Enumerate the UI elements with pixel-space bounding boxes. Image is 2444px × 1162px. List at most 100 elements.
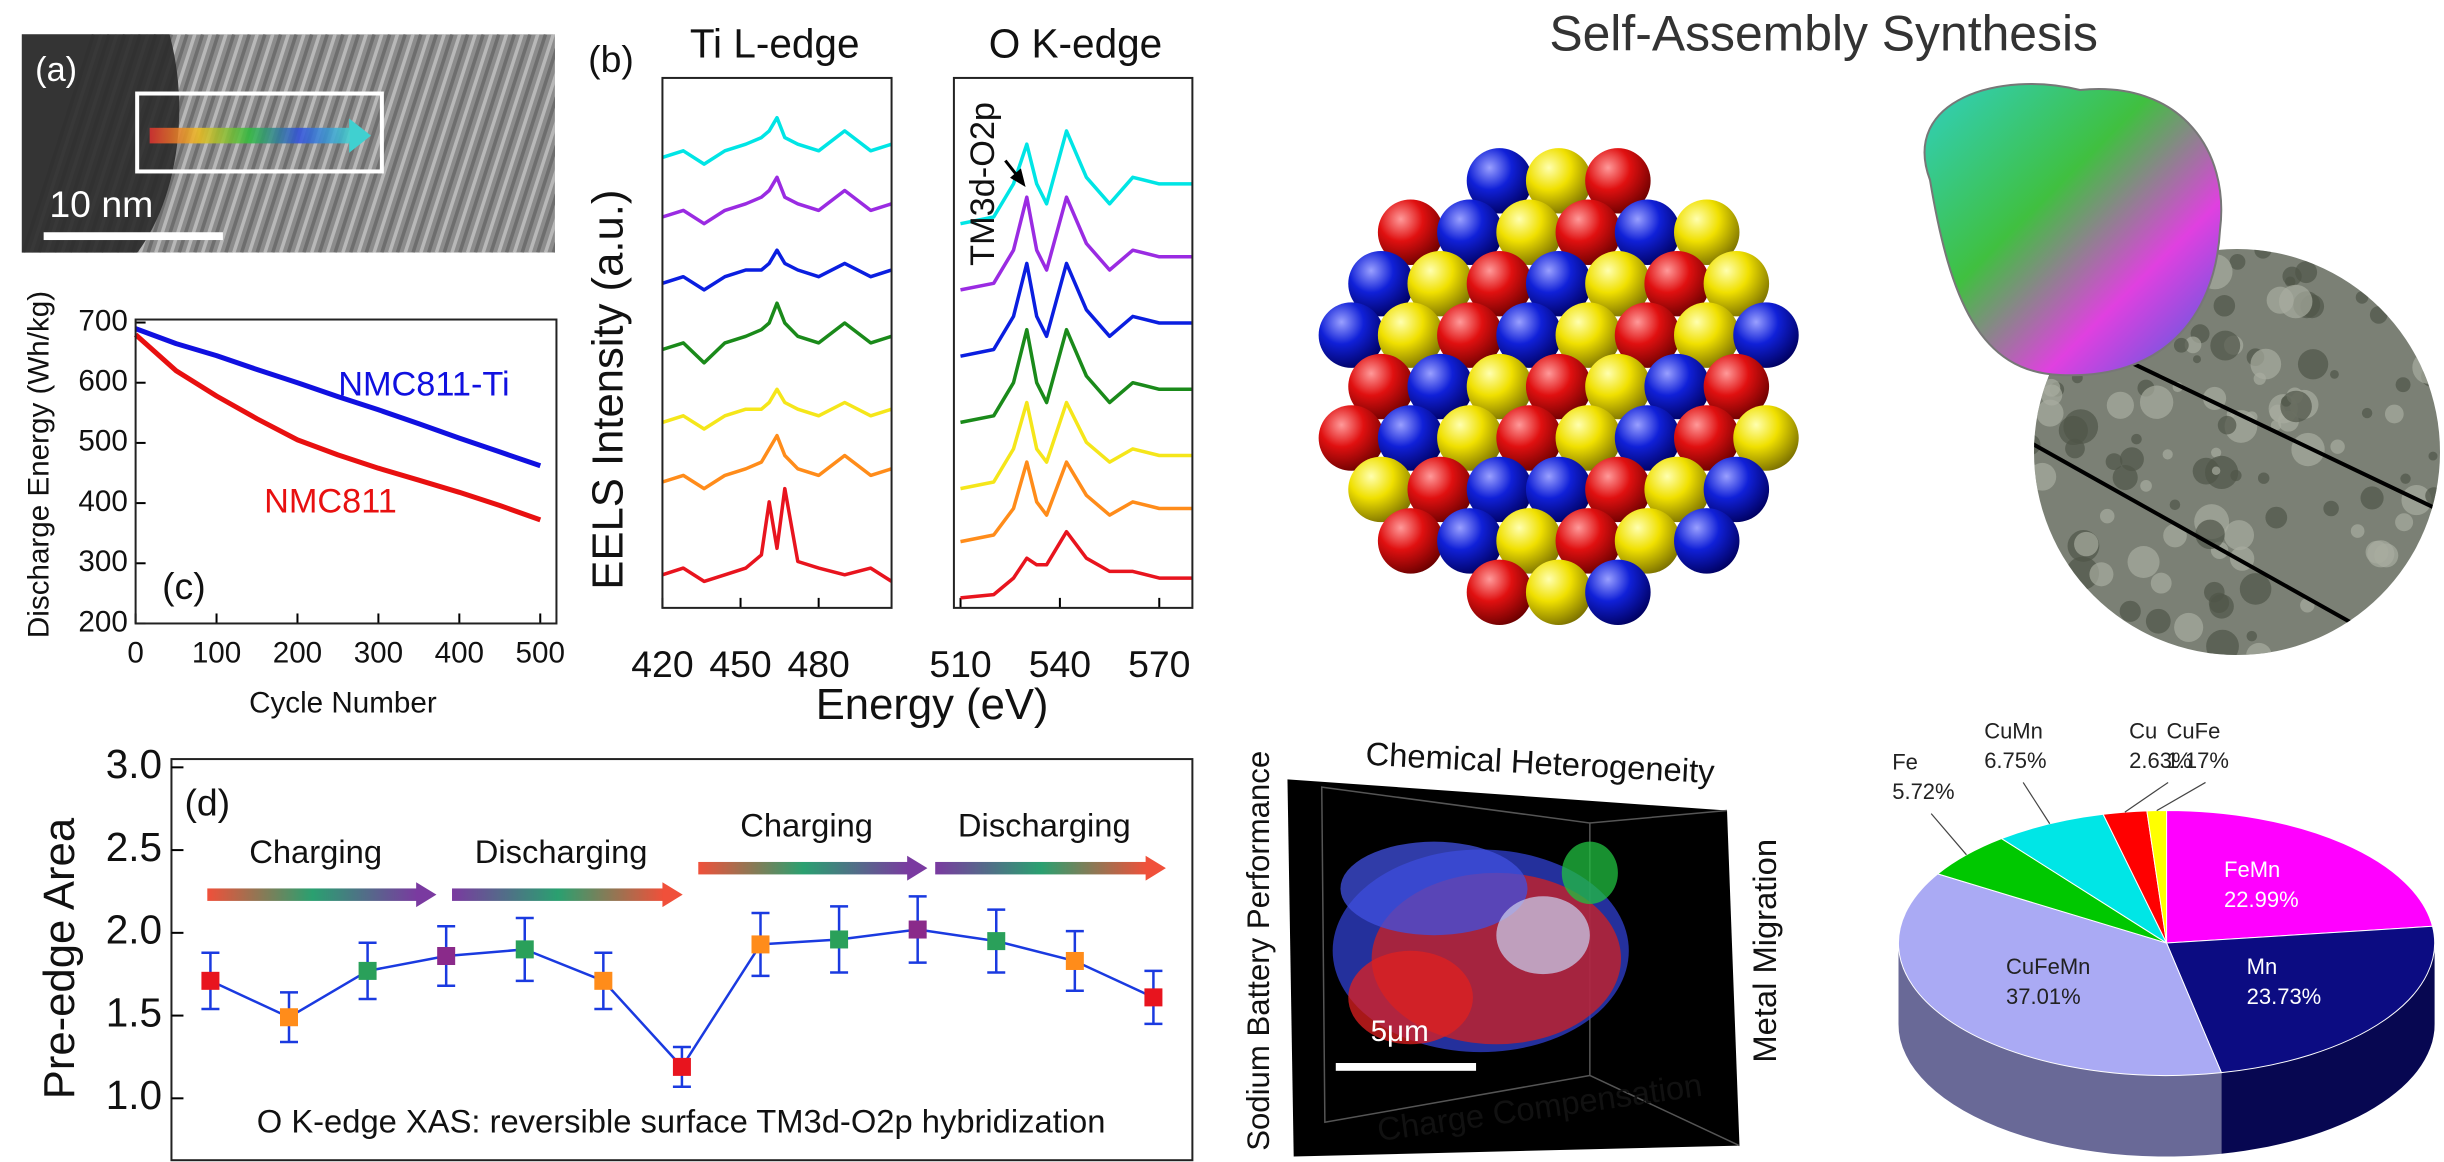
y-axis-label: Discharge Energy (Wh/kg) — [22, 291, 55, 638]
page: {"figure": {"panel_a": "(a)", "scale_a":… — [0, 0, 2444, 1162]
sem-grain — [2258, 472, 2269, 483]
slice-label: Fe — [1892, 750, 1918, 775]
sem-grain — [2206, 630, 2239, 663]
figure: (a)10 nm42045048051054057001002003004005… — [0, 0, 2444, 1162]
slice-label: CuMn — [1984, 718, 2043, 743]
sem-grain — [2330, 439, 2344, 453]
sem-grain — [2205, 456, 2238, 489]
sem-grain — [2174, 613, 2203, 642]
sem-grain — [2028, 463, 2056, 491]
slice-value: 37.01% — [2006, 984, 2081, 1009]
data-point — [359, 962, 377, 980]
sem-grain — [2240, 573, 2272, 605]
sem-grain — [2393, 629, 2412, 648]
panel-label: (c) — [162, 565, 206, 607]
line-series — [662, 250, 891, 290]
figure-title: Self-Assembly Synthesis — [1549, 6, 2098, 62]
sem-grain — [2405, 587, 2434, 616]
sem-grain — [2131, 434, 2142, 445]
line-series — [662, 436, 891, 489]
slice-value: 5.72% — [1892, 779, 1954, 804]
y-tick-label: 1.5 — [106, 989, 162, 1035]
y-tick-label: 400 — [78, 485, 127, 518]
line-series — [662, 303, 891, 363]
x-tick-label: 500 — [516, 636, 565, 669]
y-axis-label: EELS Intensity (a.u.) — [584, 190, 633, 590]
slice-label: CuFeMn — [2006, 954, 2090, 979]
slice-label: Cu — [2129, 718, 2157, 743]
sem-grain — [2330, 370, 2339, 379]
sem-grain — [2250, 349, 2281, 380]
leader-line — [1931, 814, 1966, 855]
sem-grain — [2370, 306, 2388, 324]
sem-grain — [2100, 509, 2115, 524]
y-tick-label: 700 — [78, 304, 127, 337]
x-tick-label: 100 — [192, 636, 241, 669]
data-point — [1144, 988, 1162, 1006]
y-tick-label: 2.0 — [106, 907, 162, 953]
sem-grain — [2174, 338, 2189, 353]
sem-grain — [2128, 546, 2160, 578]
y-tick-label: 3.0 — [106, 741, 162, 787]
tomography-phase — [1562, 842, 1618, 904]
sem-grain — [2138, 638, 2146, 646]
x-tick-label: 200 — [273, 636, 322, 669]
atom-sphere — [1585, 560, 1650, 625]
annotation: O K-edge XAS: reversible surface TM3d-O2… — [257, 1102, 1106, 1139]
sem-grain — [2163, 449, 2173, 459]
sem-grain — [2421, 232, 2438, 249]
axis-caption: Metal Migration — [1746, 839, 1783, 1063]
sem-grain — [2361, 486, 2384, 509]
line-series — [961, 532, 1193, 598]
chart-title: O K-edge — [989, 20, 1162, 66]
phase-arrow — [452, 888, 664, 900]
data-point — [516, 940, 534, 958]
phase-label: Charging — [740, 806, 873, 843]
axis-caption: Chemical Heterogeneity — [1365, 735, 1716, 790]
sem-grain — [2120, 601, 2141, 622]
sem-grain — [2146, 609, 2171, 634]
sem-grain — [2429, 608, 2443, 622]
x-tick-label: 450 — [709, 643, 771, 685]
leader-line — [2023, 782, 2050, 823]
y-tick-label: 1.0 — [106, 1072, 162, 1118]
sem-grain — [2400, 474, 2410, 484]
panel-label: (b) — [588, 38, 634, 80]
sem-grain — [2193, 355, 2201, 363]
data-point — [201, 972, 219, 990]
y-tick-label: 200 — [78, 605, 127, 638]
data-point — [830, 930, 848, 948]
sem-grain — [2395, 513, 2413, 531]
y-axis-label: Pre-edge Area — [35, 817, 84, 1099]
series-label: NMC811-Ti — [338, 366, 509, 404]
sem-grain — [2019, 638, 2044, 663]
pie-slice — [2167, 811, 2433, 943]
data-point — [987, 932, 1005, 950]
x-tick-label: 400 — [435, 636, 484, 669]
scale-bar — [44, 232, 223, 240]
annotation: TM3d-O2p — [964, 102, 1002, 266]
sem-grain — [2254, 242, 2271, 259]
sem-grain — [2265, 507, 2287, 529]
sem-grain — [2396, 377, 2411, 392]
line-series — [662, 389, 891, 429]
sem-grain — [2170, 500, 2181, 511]
atom-sphere — [1467, 560, 1532, 625]
sem-grain — [2428, 452, 2437, 461]
sem-grain — [2214, 295, 2236, 317]
phase-arrowhead — [1146, 856, 1166, 881]
sem-grain — [2373, 631, 2392, 650]
slice-value: 1.17% — [2167, 748, 2229, 773]
line-series — [662, 489, 891, 582]
phase-arrow — [935, 862, 1147, 874]
sem-grain — [2210, 331, 2240, 361]
tomography-phase — [1340, 842, 1527, 936]
sem-grain — [2351, 524, 2365, 538]
phase-arrow — [207, 888, 417, 900]
tomography-phase — [1496, 896, 1590, 974]
x-tick-label: 0 — [127, 636, 143, 669]
particle-blob — [1925, 84, 2222, 375]
sem-grain — [2363, 639, 2392, 668]
sem-grain — [2279, 285, 2312, 318]
phase-label: Discharging — [475, 833, 648, 870]
